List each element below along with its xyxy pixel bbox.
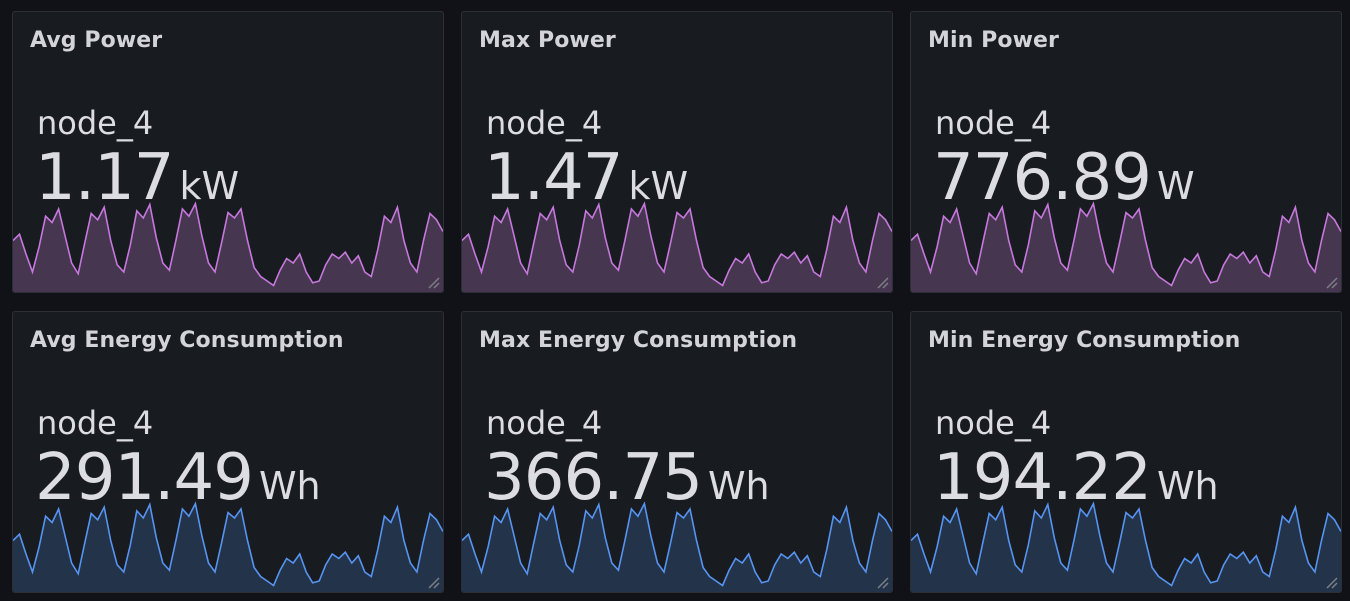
stat-unit: kW bbox=[179, 164, 240, 208]
sparkline-line bbox=[462, 204, 892, 286]
stat-unit: Wh bbox=[1156, 464, 1219, 508]
sparkline-area bbox=[13, 503, 443, 592]
panel-avg-energy-consumption[interactable]: Avg Energy Consumption node_4 291.49 Wh bbox=[12, 311, 444, 593]
stat-unit: kW bbox=[628, 164, 689, 208]
sparkline-area bbox=[911, 203, 1341, 292]
panel-max-power[interactable]: Max Power node_4 1.47 kW bbox=[461, 11, 893, 293]
sparkline-area bbox=[462, 203, 892, 292]
sparkline-line bbox=[911, 504, 1341, 586]
stat-readout: 291.49 Wh bbox=[35, 446, 321, 510]
series-name: node_4 bbox=[486, 404, 603, 442]
stat-readout: 776.89 W bbox=[933, 146, 1195, 210]
sparkline-chart bbox=[462, 492, 892, 592]
sparkline-line bbox=[13, 504, 443, 586]
stat-value: 1.17 bbox=[35, 141, 174, 215]
stat-readout: 1.47 kW bbox=[484, 146, 688, 210]
panel-max-energy-consumption[interactable]: Max Energy Consumption node_4 366.75 Wh bbox=[461, 311, 893, 593]
series-name: node_4 bbox=[37, 404, 154, 442]
resize-handle-icon[interactable] bbox=[875, 575, 889, 589]
panel-title[interactable]: Avg Energy Consumption bbox=[30, 328, 344, 353]
panel-title[interactable]: Max Energy Consumption bbox=[479, 328, 798, 353]
stat-unit: Wh bbox=[258, 464, 321, 508]
sparkline-chart bbox=[911, 492, 1341, 592]
sparkline-area bbox=[13, 203, 443, 292]
sparkline-area bbox=[911, 503, 1341, 592]
stat-unit: W bbox=[1156, 164, 1195, 208]
panel-min-energy-consumption[interactable]: Min Energy Consumption node_4 194.22 Wh bbox=[910, 311, 1342, 593]
stat-readout: 366.75 Wh bbox=[484, 446, 770, 510]
panel-avg-power[interactable]: Avg Power node_4 1.17 kW bbox=[12, 11, 444, 293]
series-name: node_4 bbox=[935, 404, 1052, 442]
stat-value: 291.49 bbox=[35, 441, 254, 515]
panel-title[interactable]: Min Energy Consumption bbox=[928, 328, 1241, 353]
sparkline-line bbox=[13, 204, 443, 286]
sparkline-chart bbox=[13, 192, 443, 292]
resize-handle-icon[interactable] bbox=[875, 275, 889, 289]
stat-value: 776.89 bbox=[933, 141, 1152, 215]
sparkline-chart bbox=[911, 192, 1341, 292]
resize-handle-icon[interactable] bbox=[1324, 575, 1338, 589]
resize-handle-icon[interactable] bbox=[426, 575, 440, 589]
series-name: node_4 bbox=[37, 104, 154, 142]
stat-value: 1.47 bbox=[484, 141, 623, 215]
series-name: node_4 bbox=[935, 104, 1052, 142]
sparkline-area bbox=[462, 503, 892, 592]
sparkline-line bbox=[462, 504, 892, 586]
resize-handle-icon[interactable] bbox=[1324, 275, 1338, 289]
stat-value: 194.22 bbox=[933, 441, 1152, 515]
panel-min-power[interactable]: Min Power node_4 776.89 W bbox=[910, 11, 1342, 293]
stat-readout: 1.17 kW bbox=[35, 146, 239, 210]
series-name: node_4 bbox=[486, 104, 603, 142]
stat-readout: 194.22 Wh bbox=[933, 446, 1219, 510]
stat-value: 366.75 bbox=[484, 441, 703, 515]
sparkline-line bbox=[911, 204, 1341, 286]
panel-title[interactable]: Max Power bbox=[479, 28, 616, 53]
panel-title[interactable]: Avg Power bbox=[30, 28, 163, 53]
sparkline-chart bbox=[13, 492, 443, 592]
stat-unit: Wh bbox=[707, 464, 770, 508]
panel-title[interactable]: Min Power bbox=[928, 28, 1059, 53]
sparkline-chart bbox=[462, 192, 892, 292]
resize-handle-icon[interactable] bbox=[426, 275, 440, 289]
